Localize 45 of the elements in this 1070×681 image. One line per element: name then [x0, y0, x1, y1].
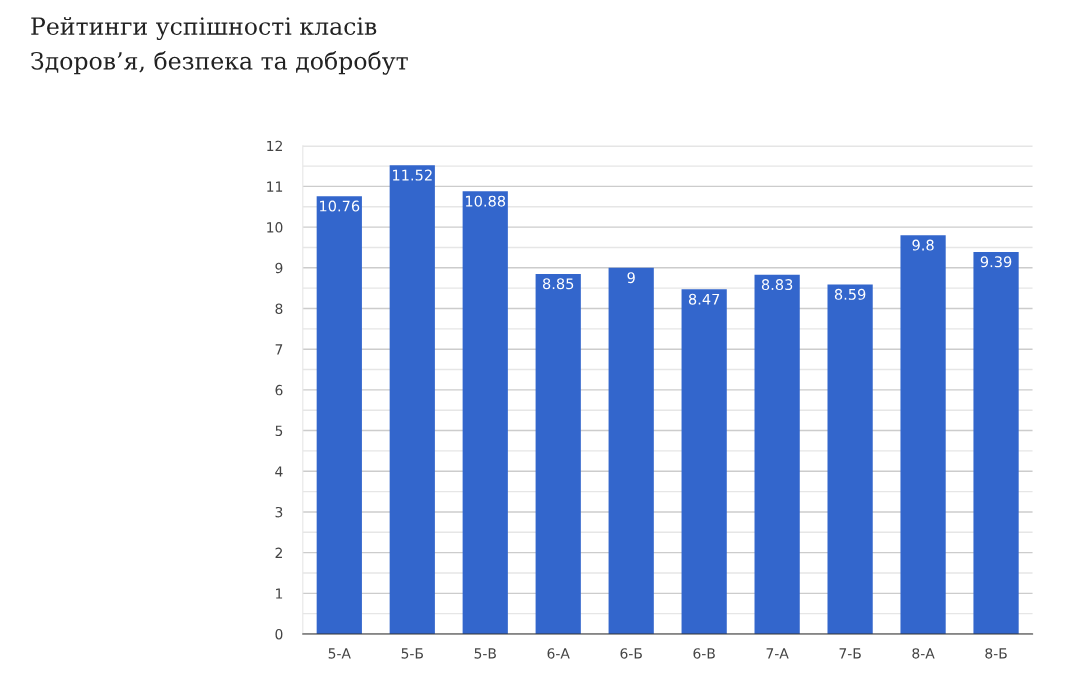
x-tick-label: 8-Б [985, 648, 1007, 659]
y-tick-label: 5 [275, 425, 283, 437]
y-tick-label: 11 [267, 181, 283, 192]
x-tick-label: 5-В [474, 648, 496, 659]
bar [535, 273, 581, 635]
x-tick-label: 5-А [328, 648, 351, 659]
y-tick-label: 10 [267, 222, 283, 233]
bar [462, 191, 508, 635]
data-label: 11.52 [393, 169, 432, 181]
data-label: 9.8 [912, 239, 934, 251]
data-label: 8.59 [834, 288, 866, 300]
bar [681, 289, 727, 635]
data-label: 9 [627, 272, 635, 284]
bar [827, 284, 873, 635]
y-tick-label: 4 [275, 466, 283, 477]
x-tick-label: 7-Б [839, 648, 861, 659]
bar [316, 196, 362, 635]
y-tick-label: 6 [275, 384, 283, 396]
data-label: 10.88 [465, 195, 506, 207]
data-label: 8.47 [688, 293, 720, 305]
data-label: 8.85 [542, 278, 574, 290]
y-tick-label: 9 [275, 262, 283, 274]
data-label: 9.39 [980, 256, 1012, 268]
bar [973, 251, 1019, 635]
x-tick-label: 8-А [912, 648, 935, 659]
y-tick-label: 2 [275, 547, 282, 558]
bar [608, 267, 654, 635]
x-tick-label: 6-А [547, 648, 570, 659]
chart-subtitle: Здоров’я, безпека та добробут [31, 51, 408, 75]
y-tick-label: 7 [275, 344, 283, 355]
bar [754, 274, 800, 635]
x-tick-label: 6-Б [620, 648, 642, 659]
y-tick-label: 3 [275, 506, 283, 518]
y-tick-label: 8 [275, 303, 283, 314]
y-tick-label: 0 [275, 628, 283, 640]
x-tick-label: 6-В [693, 648, 715, 659]
data-label: 8.83 [761, 279, 793, 291]
y-tick-label: 1 [276, 588, 283, 599]
bar [389, 165, 435, 635]
x-tick-label: 5-Б [401, 648, 423, 659]
y-tick-label: 12 [267, 140, 282, 152]
x-tick-label: 7-А [766, 648, 789, 659]
chart-title: Рейтинги успішності класів [31, 17, 377, 40]
data-label: 10.76 [320, 200, 360, 212]
bar [900, 235, 946, 635]
